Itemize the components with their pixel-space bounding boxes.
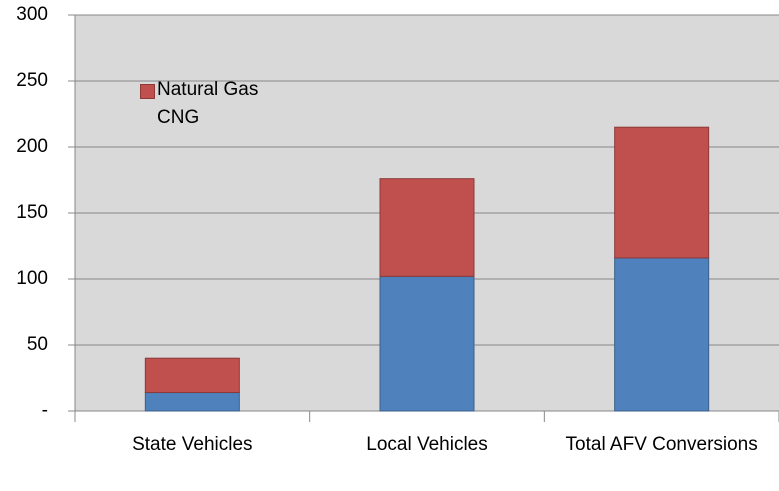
- bar-segment: [144, 357, 240, 394]
- bar-segment: [614, 257, 710, 412]
- y-tick-label: 250: [16, 70, 48, 91]
- y-tick-label: 100: [16, 268, 48, 289]
- bar-segment: [379, 178, 475, 277]
- x-tick-label: Total AFV Conversions: [565, 434, 758, 455]
- y-tick-label: 200: [16, 136, 48, 157]
- x-tick-label: State Vehicles: [132, 434, 253, 455]
- bar-segment: [379, 275, 475, 412]
- y-tick-label: -: [42, 400, 48, 421]
- legend-swatch: [140, 84, 155, 99]
- y-tick-label: 300: [16, 4, 48, 25]
- legend-label: Natural Gas CNG: [157, 79, 259, 128]
- bar-segment: [614, 126, 710, 259]
- y-tick-label: 50: [27, 334, 48, 355]
- bar-segment: [144, 392, 240, 412]
- x-tick-label: Local Vehicles: [366, 434, 488, 455]
- y-tick-label: 150: [16, 202, 48, 223]
